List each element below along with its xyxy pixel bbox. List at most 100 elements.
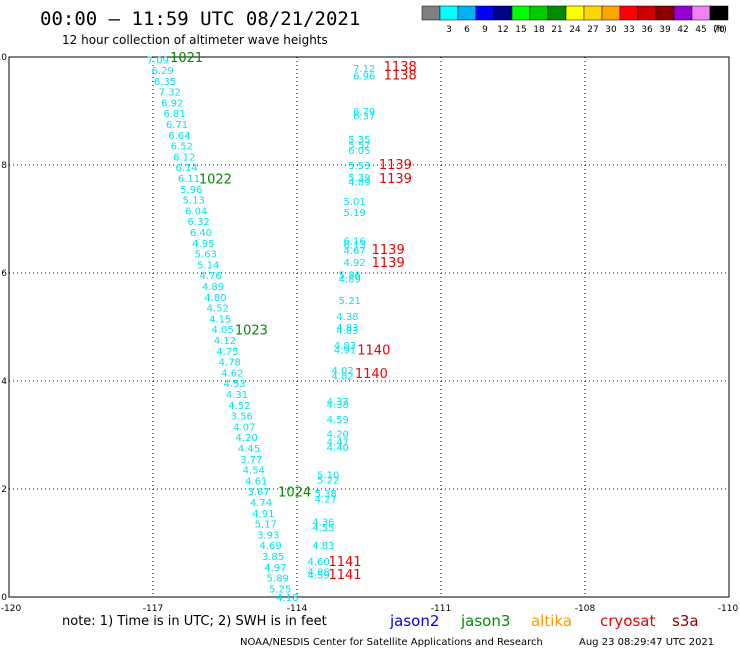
wave-height-value: 6.96 [353, 71, 375, 82]
legend-label: 3 [446, 25, 452, 35]
wave-height-value: 5.96 [180, 185, 202, 196]
legend-swatch [709, 5, 729, 21]
pass-number: 1024 [278, 486, 311, 501]
wave-height-value: 6.32 [187, 217, 209, 228]
wave-height-value: 4.80 [204, 293, 226, 304]
x-tick-label: -111 [431, 604, 451, 614]
wave-height-value: 6.29 [151, 66, 173, 77]
wave-height-value: 4.74 [250, 498, 272, 509]
wave-height-value: 6.81 [163, 109, 185, 120]
legend-label: 6 [464, 25, 470, 35]
wave-height-value: 6.37 [353, 111, 375, 122]
wave-height-value: 4.78 [219, 358, 241, 369]
wave-height-value: 6.52 [171, 142, 193, 153]
pass-number: 1139 [379, 158, 412, 173]
wave-height-value: 6.40 [190, 228, 212, 239]
wave-height-value: 4.52 [228, 401, 250, 412]
wave-height-value: 5.89 [267, 574, 289, 585]
wave-height-value: 3.56 [231, 412, 253, 423]
wave-height-value: 4.31 [226, 390, 248, 401]
wave-height-value: 6.05 [348, 146, 370, 157]
wave-height-value: 4.59 [327, 415, 349, 426]
wave-height-value: 4.69 [259, 541, 281, 552]
wave-height-value: 4.60 [307, 557, 329, 568]
wave-height-value: 4.75 [216, 347, 238, 358]
wave-height-value: 4.91 [334, 346, 356, 357]
legend-swatch [691, 5, 711, 21]
legend-swatch [601, 5, 621, 21]
wave-height-value: 5.14 [197, 260, 219, 271]
wave-height-value: 4.38 [336, 312, 358, 323]
legend-label: 70 [713, 25, 725, 35]
wave-height-value: 4.07 [233, 422, 255, 433]
footer-timestamp: Aug 23 08:29:47 UTC 2021 [579, 637, 714, 648]
wave-height-value: 4.83 [334, 341, 356, 352]
legend-label: 18 [533, 25, 545, 35]
y-tick-label: 2 [1, 485, 7, 495]
wave-height-value: 5.21 [339, 296, 361, 307]
wave-height-value: 4.27 [315, 495, 337, 506]
legend-label: 24 [569, 25, 581, 35]
wave-height-value: 5.01 [343, 197, 365, 208]
legend-swatch [421, 5, 441, 21]
wave-height-value: 4.62 [221, 368, 243, 379]
wave-height-value: 6.12 [173, 152, 195, 163]
wave-height-value: 4.45 [238, 444, 260, 455]
wave-height-value: 5.13 [183, 196, 205, 207]
legend-unit: (ft) [713, 25, 727, 35]
x-tick-label: -117 [143, 604, 163, 614]
legend-swatch [439, 5, 459, 21]
footer-credit: NOAA/NESDIS Center for Satellite Applica… [240, 637, 543, 648]
wave-height-value: 6.35 [154, 77, 176, 88]
legend-swatch [511, 5, 531, 21]
satellite-name: s3a [672, 612, 699, 630]
pass-number: 1139 [372, 243, 405, 258]
wave-height-value: 4.76 [199, 271, 221, 282]
wave-height-value: 4.36 [312, 517, 334, 528]
wave-height-value: 4.18 [276, 593, 298, 604]
pass-number: 1138 [384, 68, 417, 83]
wave-height-value: 4.89 [202, 282, 224, 293]
wave-height-value: 3.93 [257, 530, 279, 541]
legend-label: 27 [587, 25, 598, 35]
x-tick-label: -108 [575, 604, 596, 614]
legend-swatch [457, 5, 477, 21]
wave-height-value: 6.71 [166, 120, 188, 131]
x-tick-label: -120 [1, 604, 22, 614]
wave-height-value: 7.12 [353, 64, 375, 75]
wave-height-value: 4.67 [343, 246, 365, 257]
footer-note: note: 1) Time is in UTC; 2) SWH is in fe… [62, 614, 327, 629]
y-tick-label: 8 [1, 161, 7, 171]
pass-number: 1141 [328, 568, 361, 583]
wave-height-value: 6.64 [168, 131, 190, 142]
legend-swatch [547, 5, 567, 21]
wave-height-value: 3.77 [240, 455, 262, 466]
wave-height-value: 6.04 [185, 206, 207, 217]
legend-swatch [475, 5, 495, 21]
chart-subtitle: 12 hour collection of altimeter wave hei… [62, 33, 328, 47]
wave-height-value: 5.63 [195, 250, 217, 261]
wave-height-value: 5.10 [317, 470, 339, 481]
legend-swatch [529, 5, 549, 21]
wave-height-value: 4.83 [336, 326, 358, 337]
wave-height-value: 5.57 [348, 140, 370, 151]
wave-height-value: 6.13 [343, 240, 365, 251]
wave-height-value: 5.25 [269, 584, 291, 595]
wave-height-value: 4.47 [327, 437, 349, 448]
x-tick-label: -114 [287, 604, 308, 614]
wave-height-value: 4.15 [209, 314, 231, 325]
wave-height-value: 4.88 [307, 568, 329, 579]
pass-number: 1021 [170, 51, 203, 66]
wave-height-value: 4.61 [245, 476, 267, 487]
legend-label: 12 [497, 25, 508, 35]
pass-number: 1023 [235, 324, 268, 339]
pass-number: 1140 [357, 344, 390, 359]
wave-height-value: 4.53 [223, 379, 245, 390]
color-legend: 3 6 9 12 15 18 21 24 27 30 33 36 39 42 45 70(ft) [421, 5, 729, 35]
wave-height-value: 4.55 [312, 523, 334, 534]
wave-height-value: 4.83 [336, 323, 358, 334]
legend-swatch [673, 5, 693, 21]
wave-height-value: 4.02 [331, 366, 353, 377]
y-tick-label: 0 [1, 593, 7, 603]
